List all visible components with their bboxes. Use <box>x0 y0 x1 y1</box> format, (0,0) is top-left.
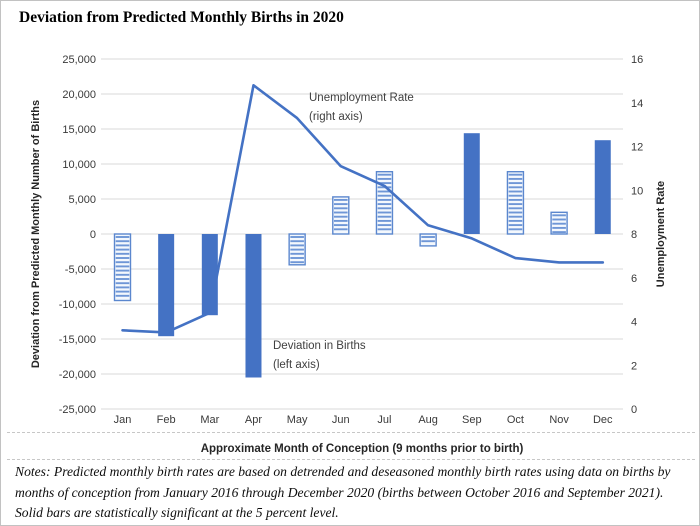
svg-text:-20,000: -20,000 <box>59 369 96 381</box>
svg-text:20,000: 20,000 <box>62 89 96 101</box>
svg-text:Aug: Aug <box>418 414 438 426</box>
annotation-unemployment-rate: Unemployment Rate (right axis) <box>309 92 414 123</box>
left-axis-ticks: 25,000 20,000 15,000 10,000 5,000 0 -5,000 -10,… <box>59 54 96 416</box>
dashed-divider-top <box>7 432 695 433</box>
bar-apr <box>245 234 262 378</box>
gridlines <box>101 58 623 410</box>
bar-may <box>288 233 306 266</box>
svg-text:Sep: Sep <box>462 414 482 426</box>
svg-text:Jan: Jan <box>114 414 132 426</box>
svg-text:(left axis): (left axis) <box>273 359 320 371</box>
svg-text:Nov: Nov <box>549 414 569 426</box>
svg-text:5,000: 5,000 <box>68 194 96 206</box>
svg-text:15,000: 15,000 <box>62 124 96 136</box>
unemployment-line <box>121 84 605 334</box>
svg-text:Jul: Jul <box>377 414 391 426</box>
bar-nov <box>550 211 568 235</box>
x-axis-ticks: Jan Feb Mar Apr May Jun Jul Aug Sep Oct Nov Dec <box>114 414 613 426</box>
svg-text:25,000: 25,000 <box>62 54 96 66</box>
svg-text:Jun: Jun <box>332 414 350 426</box>
bar-aug <box>419 233 437 247</box>
svg-text:May: May <box>287 414 308 426</box>
svg-text:8: 8 <box>631 229 637 241</box>
chart-canvas: 25,000 20,000 15,000 10,000 5,000 0 -5,000 -10,… <box>30 54 667 455</box>
svg-text:0: 0 <box>90 229 96 241</box>
svg-text:(right axis): (right axis) <box>309 111 363 123</box>
figure-notes: Notes: Predicted monthly birth rates are… <box>15 464 671 521</box>
bar-dec <box>594 140 611 234</box>
svg-text:-5,000: -5,000 <box>65 264 96 276</box>
svg-text:6: 6 <box>631 273 637 285</box>
deviation-bars <box>113 133 611 378</box>
bar-jan <box>113 233 132 302</box>
bar-jun <box>332 196 350 235</box>
chart-title: Deviation from Predicted Monthly Births … <box>19 9 344 26</box>
svg-text:Unemployment Rate: Unemployment Rate <box>309 92 414 104</box>
bar-feb <box>158 234 175 337</box>
svg-text:Feb: Feb <box>157 414 176 426</box>
svg-text:2: 2 <box>631 360 637 372</box>
svg-text:Mar: Mar <box>200 414 219 426</box>
svg-text:14: 14 <box>631 98 643 110</box>
left-axis-title: Deviation from Predicted Monthly Number … <box>30 100 42 368</box>
bar-oct <box>506 170 525 235</box>
annotation-deviation-in-births: Deviation in Births (left axis) <box>273 340 366 371</box>
bar-sep <box>463 133 480 234</box>
svg-text:Dec: Dec <box>593 414 613 426</box>
svg-text:-10,000: -10,000 <box>59 299 96 311</box>
svg-text:Oct: Oct <box>507 414 524 426</box>
dashed-divider-bottom <box>7 459 695 460</box>
bar-jul <box>375 170 394 235</box>
svg-text:10: 10 <box>631 185 643 197</box>
svg-text:10,000: 10,000 <box>62 159 96 171</box>
svg-text:0: 0 <box>631 404 637 416</box>
svg-text:-25,000: -25,000 <box>59 404 96 416</box>
svg-text:12: 12 <box>631 142 643 154</box>
svg-text:-15,000: -15,000 <box>59 334 96 346</box>
svg-text:Apr: Apr <box>245 414 262 426</box>
right-axis-ticks: 16 14 12 10 8 6 4 2 0 <box>631 54 643 416</box>
svg-text:4: 4 <box>631 317 637 329</box>
right-axis-title: Unemployment Rate <box>655 181 667 287</box>
x-axis-title: Approximate Month of Conception (9 month… <box>201 443 524 455</box>
svg-text:Deviation in Births: Deviation in Births <box>273 340 366 352</box>
bar-mar <box>201 234 218 316</box>
svg-text:16: 16 <box>631 54 643 66</box>
